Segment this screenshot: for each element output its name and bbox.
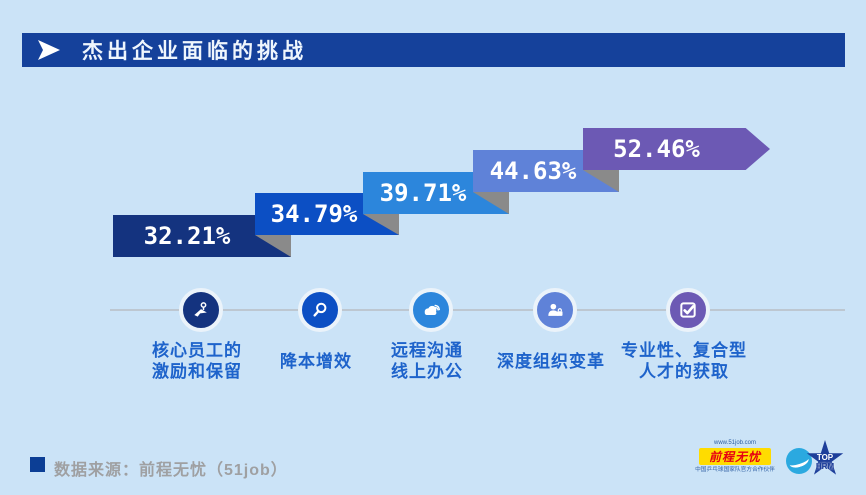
bar-value-label: 32.21% [143, 222, 231, 250]
logo-tophrm-line1: TOP [816, 453, 834, 462]
axis-line [110, 309, 845, 311]
arrow-right-icon [38, 40, 60, 60]
magnifier-icon [298, 288, 342, 332]
table-tennis-team-badge-icon [786, 448, 812, 474]
category-label-5: 专业性、复合型 人才的获取 [621, 341, 747, 381]
bar-value-label: 44.63% [489, 157, 577, 185]
data-source-label: 数据来源：前程无忧（51job） [54, 462, 288, 479]
logo-51job-url: www.51job.com [713, 440, 757, 446]
logo-51job-name: 前程无忧 [708, 450, 761, 464]
logo-51job-tagline: 中国乒乓球国家队官方合作伙伴 [695, 467, 775, 473]
cloud-signal-icon [409, 288, 453, 332]
bar-value-label: 34.79% [270, 200, 358, 228]
category-label-1: 核心员工的 激励和保留 [152, 341, 242, 381]
category-label-2: 降本增效 [280, 351, 352, 371]
bar-value-label: 52.46% [613, 135, 700, 163]
category-label-3: 远程沟通 线上办公 [391, 341, 463, 381]
page-title: 杰出企业面临的挑战 [82, 40, 307, 63]
logo-51job-badge: 前程无忧 [699, 448, 771, 465]
logo-tophrm-line2: HRM [815, 462, 835, 471]
source-marker [30, 457, 45, 472]
bar-step-3: 39.71% [363, 172, 509, 214]
bar-step-5-arrow: 52.46% [583, 128, 770, 170]
logo-51job: www.51job.com 前程无忧 中国乒乓球国家队官方合作伙伴 [692, 440, 778, 474]
category-label-4: 深度组织变革 [497, 351, 605, 371]
logo-tophrm: TOP HRM [806, 440, 844, 482]
map-pin-plane-icon [179, 288, 223, 332]
header-bar: 杰出企业面临的挑战 [22, 33, 845, 67]
checkbox-check-icon [666, 288, 710, 332]
user-lock-icon [533, 288, 577, 332]
bar-value-label: 39.71% [379, 179, 467, 207]
